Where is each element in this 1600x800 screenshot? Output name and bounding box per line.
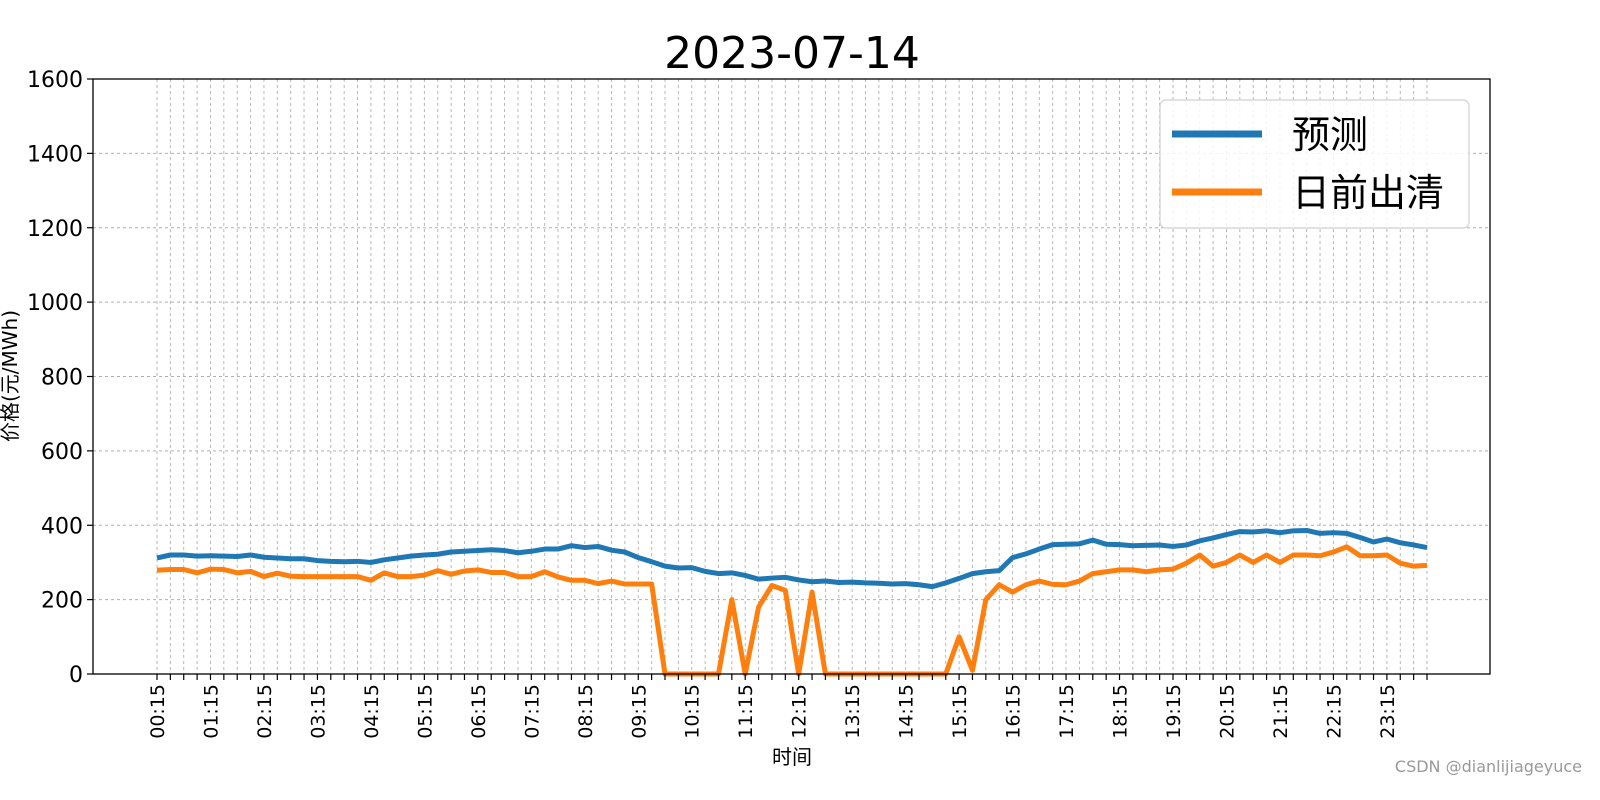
x-tick-label: 18:15 [1110,684,1132,739]
y-axis-label: 价格(元/MWh) [0,310,22,442]
legend: 预测 日前出清 [1159,99,1470,229]
axes: 0 200 400 600 800 1000 1200 1400 1600 00:15 01:15 0… [27,68,1491,739]
x-tick-label: 15:15 [949,684,971,739]
x-tick-label: 11:15 [735,684,757,739]
plot-frame [92,78,1491,675]
legend-label-dayahead: 日前出清 [1292,171,1444,215]
x-axis-label: 时间 [772,745,812,769]
x-tick-label: 12:15 [789,684,811,739]
x-tick-label: 03:15 [307,684,329,739]
y-tick-label: 1000 [27,291,83,316]
x-tick-label: 04:15 [361,684,383,739]
x-tick-label: 20:15 [1216,684,1238,739]
y-tick-label: 600 [41,440,83,465]
x-tick-label: 22:15 [1323,684,1345,739]
watermark: CSDN @dianlijiageyuce [1395,757,1582,776]
x-tick-label: 14:15 [896,684,918,739]
x-tick-label: 08:15 [575,684,597,739]
x-tick-label: 02:15 [254,684,276,739]
x-tick-label: 19:15 [1163,684,1185,739]
x-tick-label: 00:15 [147,684,169,739]
x-tick-label: 01:15 [200,684,222,739]
y-tick-label: 200 [41,589,83,614]
x-tick-label: 23:15 [1377,684,1399,739]
x-tick-label: 13:15 [842,684,864,739]
x-tick-label: 05:15 [414,684,436,739]
series-layer [156,527,1428,677]
series-forecast-line [156,527,1428,590]
y-tick-label: 400 [41,514,83,539]
x-tick-label: 16:15 [1003,684,1025,739]
y-tick-label: 800 [41,366,83,391]
x-tick-label: 21:15 [1270,684,1292,739]
y-tick-label: 1600 [27,68,83,93]
x-tick-label: 06:15 [468,684,490,739]
legend-label-forecast: 预测 [1292,113,1368,157]
y-tick-label: 1400 [27,142,83,167]
chart-title: 2023-07-14 [664,28,920,79]
x-tick-label: 17:15 [1056,684,1078,739]
x-tick-label: 10:15 [682,684,704,739]
y-tick-label: 1200 [27,217,83,242]
series-dayahead-line [156,544,1428,677]
y-tick-label: 0 [69,663,83,688]
x-tick-label: 09:15 [628,684,650,739]
x-tick-label: 07:15 [521,684,543,739]
